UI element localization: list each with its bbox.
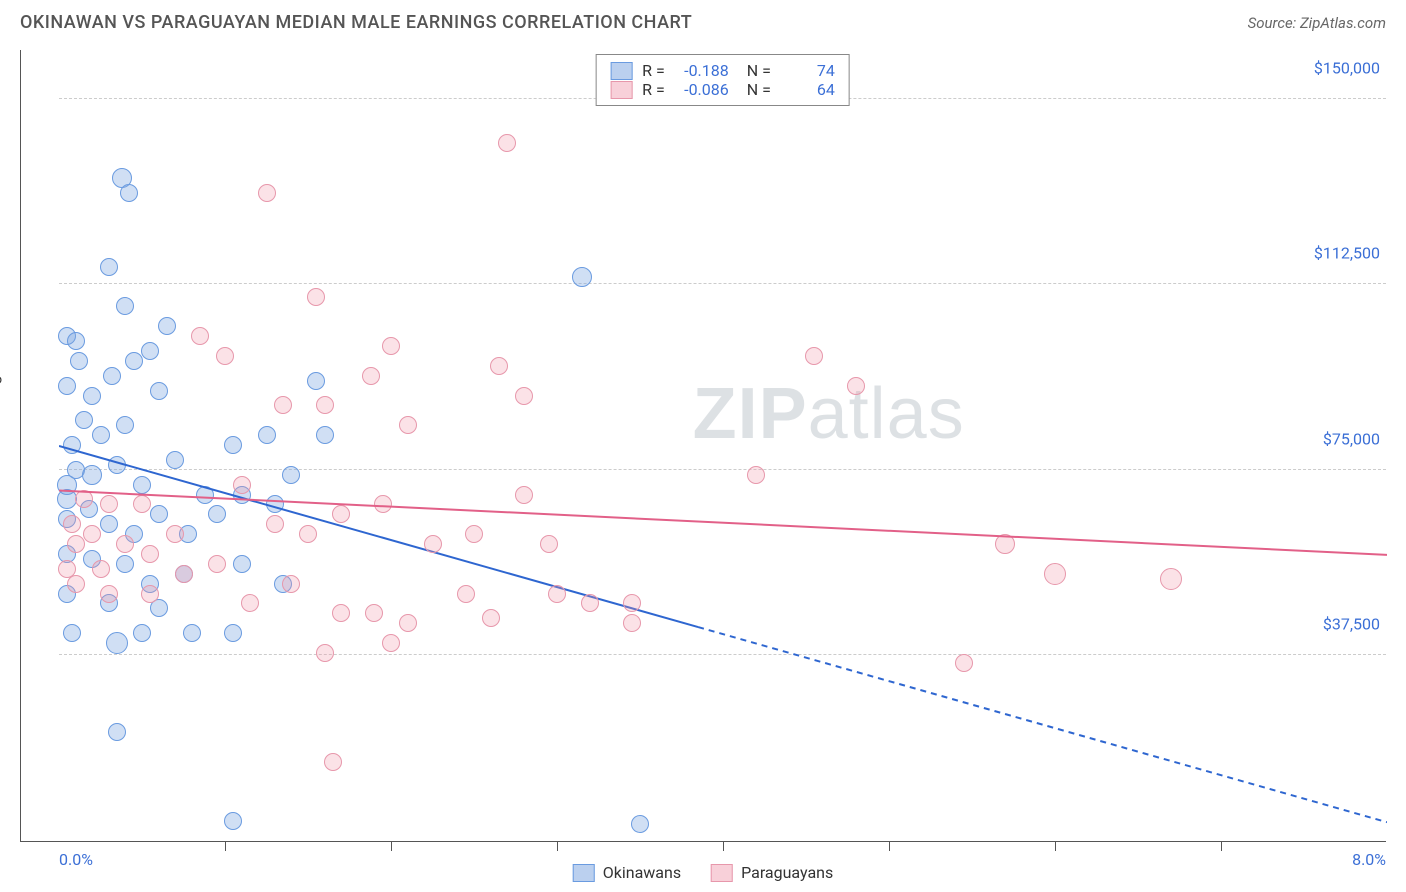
x-tick [225, 841, 226, 851]
r-value: -0.086 [675, 80, 729, 99]
legend-label: Paraguayans [741, 863, 833, 882]
stats-legend: R = -0.188 N = 74 R = -0.086 N = 64 [595, 54, 850, 106]
legend-item: Paraguayans [711, 863, 833, 882]
plot-area: ZIPatlas R =-0.188 N =74R =-0.086 N =64 … [59, 50, 1386, 841]
series-legend: Okinawans Paraguayans [573, 863, 834, 882]
x-axis-max-label: 8.0% [1352, 850, 1386, 869]
stats-row: R = -0.188 N = 74 [610, 61, 835, 80]
n-value: 74 [781, 61, 835, 80]
legend-label: Okinawans [603, 863, 681, 882]
y-axis-title: Median Male Earnings [0, 367, 3, 525]
swatch-icon [610, 62, 632, 80]
x-tick [889, 841, 890, 851]
x-tick [391, 841, 392, 851]
source-label: Source: ZipAtlas.com [1248, 14, 1386, 32]
chart-area: Median Male Earnings ZIPatlas R =-0.188 … [20, 50, 1386, 842]
r-label: R = [642, 61, 665, 80]
x-tick [723, 841, 724, 851]
n-label: N = [739, 61, 771, 80]
legend-item: Okinawans [573, 863, 681, 882]
r-label: R = [642, 80, 665, 99]
stats-row: R = -0.086 N = 64 [610, 80, 835, 99]
n-value: 64 [781, 80, 835, 99]
r-value: -0.188 [675, 61, 729, 80]
swatch-icon [573, 864, 595, 882]
x-tick [557, 841, 558, 851]
chart-title: OKINAWAN VS PARAGUAYAN MEDIAN MALE EARNI… [20, 12, 692, 33]
x-axis-min-label: 0.0% [59, 850, 93, 869]
n-label: N = [739, 80, 771, 99]
x-tick [1055, 841, 1056, 851]
swatch-icon [711, 864, 733, 882]
swatch-icon [610, 81, 632, 99]
trend-line [59, 50, 1387, 842]
x-tick [1221, 841, 1222, 851]
